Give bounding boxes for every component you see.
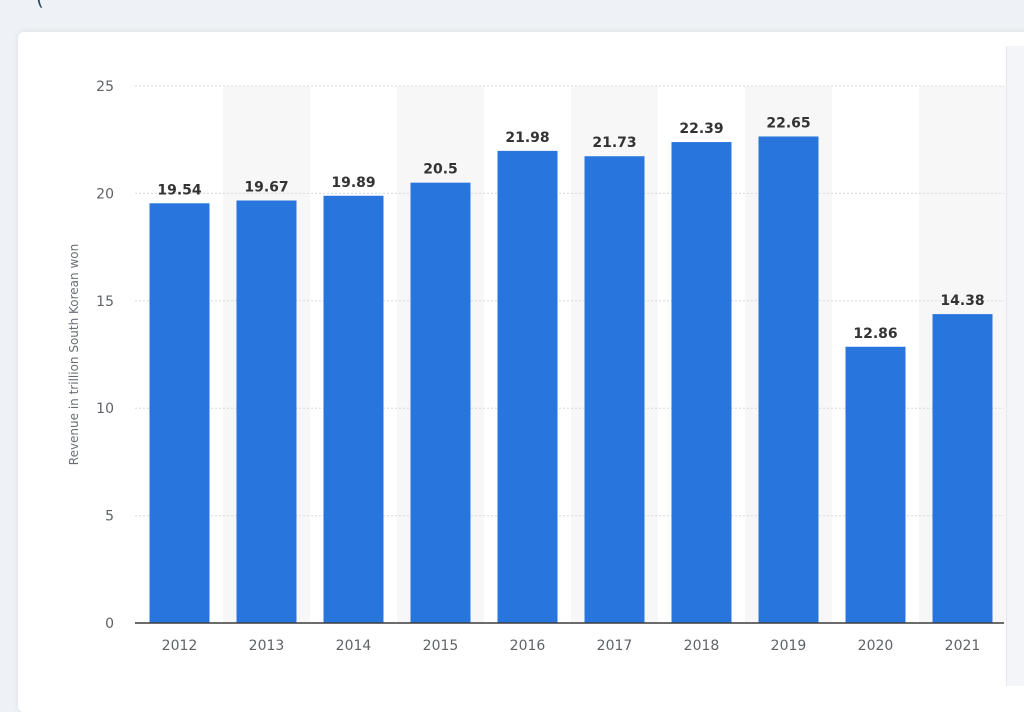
value-label-2020: 12.86 (853, 326, 897, 342)
y-tick-label: 20 (96, 186, 114, 202)
value-label-2015: 20.5 (423, 162, 458, 178)
value-label-2014: 19.89 (331, 175, 375, 191)
bar-2016[interactable] (497, 150, 558, 623)
bar-2018[interactable] (671, 142, 732, 623)
bar-2015[interactable] (410, 182, 471, 623)
x-axis-ticks: 2012 2013 2014 2015 2016 2017 2018 2019 2020 2021 (162, 638, 981, 654)
x-tick-label-2012: 2012 (162, 638, 198, 654)
y-tick-label: 0 (105, 616, 114, 632)
y-tick-label: 15 (96, 294, 114, 310)
bar-2017[interactable] (584, 156, 645, 623)
value-label-2019: 22.65 (766, 115, 810, 131)
value-label-2012: 19.54 (157, 182, 202, 198)
bar-2013[interactable] (236, 200, 297, 623)
x-tick-label-2014: 2014 (336, 638, 372, 654)
x-tick-label-2017: 2017 (597, 638, 633, 654)
x-tick-label-2018: 2018 (684, 638, 720, 654)
y-tick-label: 25 (96, 79, 114, 95)
y-axis-ticks: 0 5 10 15 20 25 (96, 79, 114, 632)
x-tick-label-2016: 2016 (510, 638, 546, 654)
value-label-2017: 21.73 (592, 135, 636, 151)
bar-chart: 0 5 10 15 20 25 19.54 19.67 19.89 20.5 21.98 21.73… (67, 79, 1006, 654)
value-label-2021: 14.38 (940, 293, 984, 309)
bars (149, 136, 993, 623)
x-tick-label-2020: 2020 (858, 638, 894, 654)
bar-2012[interactable] (149, 203, 210, 623)
x-tick-label-2019: 2019 (771, 638, 807, 654)
header-fragment: ( (36, 0, 46, 10)
bar-2019[interactable] (758, 136, 819, 623)
value-label-2016: 21.98 (505, 130, 549, 146)
x-tick-label-2013: 2013 (249, 638, 285, 654)
x-tick-label-2021: 2021 (945, 638, 981, 654)
y-axis-label: Revenue in trillion South Korean won (67, 244, 81, 465)
top-strip: ( (0, 0, 1024, 30)
x-tick-label-2015: 2015 (423, 638, 459, 654)
y-tick-label: 5 (105, 509, 114, 525)
bar-2014[interactable] (323, 195, 384, 623)
bar-2021[interactable] (932, 314, 993, 623)
value-label-2013: 19.67 (244, 179, 288, 195)
value-label-2018: 22.39 (679, 121, 723, 137)
bar-2020[interactable] (845, 346, 906, 623)
right-panel (1006, 46, 1024, 686)
value-labels: 19.54 19.67 19.89 20.5 21.98 21.73 22.39 22.65 1… (157, 115, 984, 341)
y-tick-label: 10 (96, 401, 114, 417)
